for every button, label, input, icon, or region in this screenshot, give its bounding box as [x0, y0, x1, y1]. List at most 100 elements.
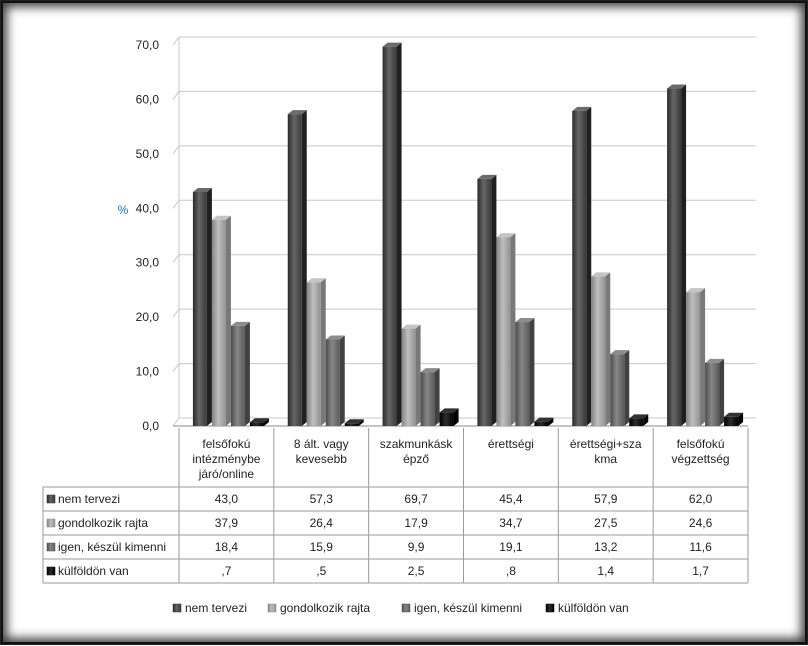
- legend-key: [172, 603, 182, 613]
- x-tick-label: épző: [403, 452, 429, 466]
- table-legend-key: [46, 518, 56, 528]
- gridline-depth: [172, 145, 180, 155]
- bar-top: [306, 278, 326, 283]
- bar: [325, 339, 340, 426]
- data-label: 43,0: [215, 492, 239, 506]
- table-series-name: igen, készül kimenni: [58, 540, 166, 554]
- bar-top: [705, 358, 725, 363]
- data-label: 11,6: [689, 540, 712, 554]
- bar-top: [515, 318, 535, 323]
- bar-top: [610, 350, 630, 355]
- legend-item: gondolkozik rajta: [280, 601, 370, 615]
- bar: [287, 114, 302, 427]
- bar: [724, 416, 739, 426]
- y-tick-label: 0,0: [142, 419, 159, 433]
- bar-top: [591, 272, 611, 277]
- bar: [230, 325, 245, 426]
- bar-side: [719, 358, 725, 426]
- bar: [572, 110, 587, 426]
- legend-key: [401, 603, 411, 613]
- x-tick-label: felsőfokú: [677, 437, 725, 451]
- y-axis-label: %: [118, 203, 129, 217]
- bar-top: [724, 412, 744, 417]
- x-tick-label: szakmunkásk: [380, 437, 454, 451]
- table-legend-key: [46, 542, 56, 552]
- x-tick-label: végzettség: [672, 452, 730, 466]
- bar-top: [382, 42, 402, 47]
- bar-top: [420, 368, 440, 373]
- table-legend-key: [46, 566, 56, 576]
- bar-side: [206, 187, 212, 426]
- bar-side: [339, 335, 345, 426]
- y-tick-label: 70,0: [136, 38, 160, 52]
- x-tick-label: intézménybe: [192, 452, 260, 466]
- bar-side: [358, 419, 364, 426]
- x-tick-label: kevesebb: [296, 452, 348, 466]
- bar: [629, 418, 644, 426]
- bar-side: [586, 106, 592, 426]
- data-label: 13,2: [594, 540, 618, 554]
- bar: [382, 46, 397, 426]
- bar: [477, 178, 492, 426]
- table-series-name: gondolkozik rajta: [58, 516, 148, 530]
- bar-side: [491, 174, 497, 426]
- x-tick-label: kma: [594, 452, 617, 466]
- y-tick-label: 20,0: [136, 310, 160, 324]
- legend-item: nem tervezi: [185, 601, 247, 615]
- bar: [249, 422, 264, 426]
- bar-top: [439, 408, 459, 413]
- gridline-depth: [172, 91, 180, 100]
- bar-top: [249, 418, 269, 423]
- bar-top: [667, 84, 687, 89]
- y-tick-label: 10,0: [136, 365, 160, 379]
- legend-item: külföldön van: [558, 601, 629, 615]
- bar: [306, 282, 321, 426]
- gridline-depth: [172, 363, 180, 372]
- bar-side: [548, 417, 554, 426]
- bar: [686, 292, 701, 426]
- data-label: 18,4: [215, 540, 239, 554]
- bar-top: [192, 187, 212, 192]
- bar-side: [453, 408, 459, 426]
- bar-top: [534, 417, 554, 422]
- data-label: 24,6: [689, 516, 713, 530]
- bar-top: [686, 288, 706, 293]
- bar-side: [510, 233, 516, 426]
- data-label: 19,1: [499, 540, 523, 554]
- bar-top: [344, 419, 364, 424]
- bar: [192, 191, 207, 426]
- y-tick-label: 60,0: [136, 92, 160, 106]
- bar-side: [396, 42, 402, 426]
- y-tick-label: 30,0: [136, 256, 160, 270]
- table-legend-key: [46, 494, 56, 504]
- data-label: 27,5: [594, 516, 618, 530]
- bar-top: [230, 321, 250, 326]
- data-label: 1,7: [692, 564, 709, 578]
- table-series-name: külföldön van: [58, 564, 129, 578]
- legend-item: igen, készül kimenni: [414, 601, 522, 615]
- bar: [401, 328, 416, 426]
- data-label: 57,3: [310, 492, 334, 506]
- bar-side: [605, 272, 611, 426]
- data-label: 1,4: [597, 564, 614, 578]
- bar: [591, 276, 606, 426]
- data-label: 26,4: [310, 516, 334, 530]
- data-label: 69,7: [404, 492, 428, 506]
- data-label: 15,9: [310, 540, 334, 554]
- bar: [420, 372, 435, 426]
- bar-side: [320, 278, 326, 426]
- gridline-depth: [172, 199, 180, 209]
- gridline-depth: [172, 308, 180, 318]
- data-label: 45,4: [499, 492, 523, 506]
- gridline-depth: [172, 417, 180, 427]
- legend-key: [545, 603, 555, 613]
- bar: [705, 362, 720, 426]
- table-series-name: nem tervezi: [58, 492, 120, 506]
- gridline-depth: [172, 254, 180, 264]
- bar-side: [624, 350, 630, 426]
- bar-side: [529, 318, 535, 426]
- bar-top: [325, 335, 345, 340]
- x-tick-label: érettségi: [488, 437, 534, 451]
